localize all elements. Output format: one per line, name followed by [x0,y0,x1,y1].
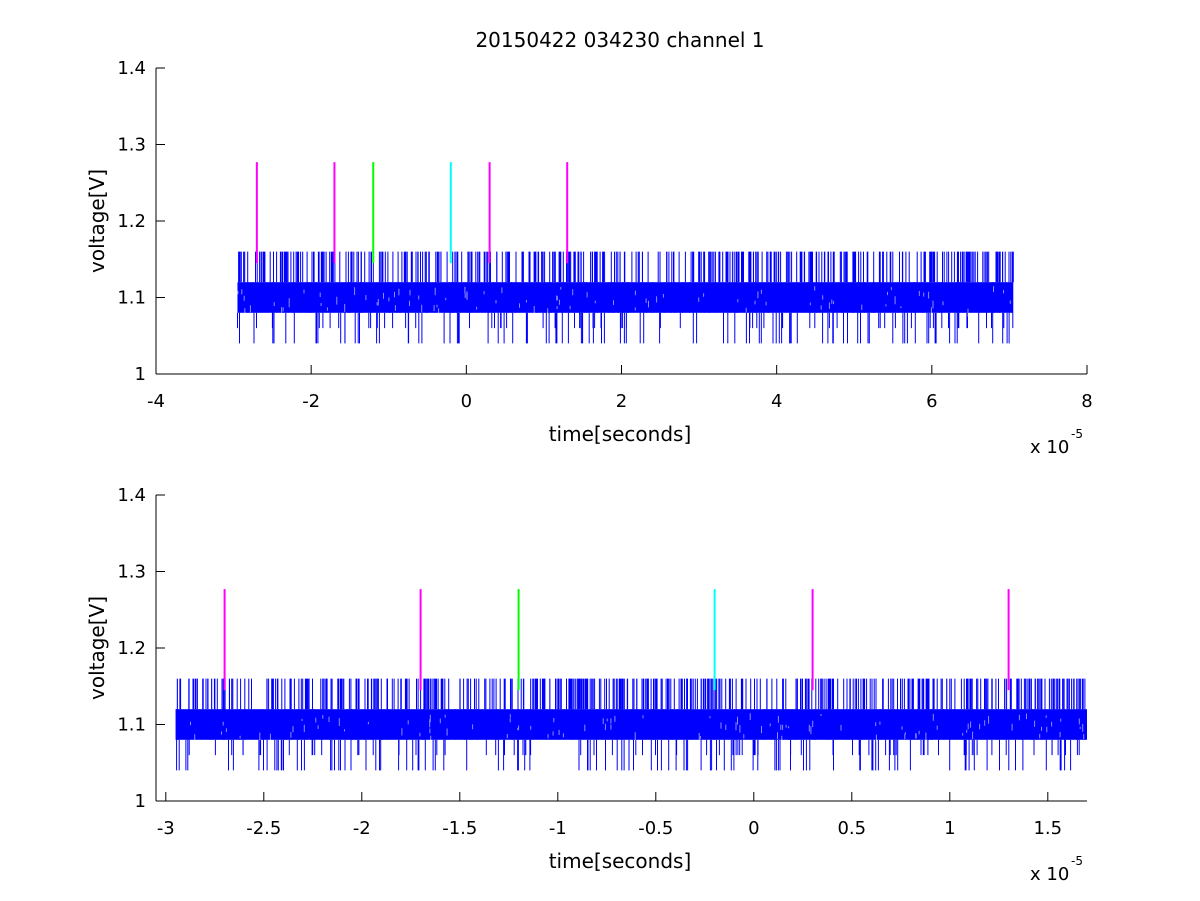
x-tick-label: 4 [771,391,782,412]
figure-title: 20150422 034230 channel 1 [475,28,764,52]
y-tick-label: 1 [135,791,146,812]
y-tick-label: 1.1 [117,288,146,309]
x-multiplier-label: x 10 [1030,437,1069,458]
signal-gaps [190,713,1085,742]
y-axis-label: voltage[V] [85,596,109,700]
y-tick-label: 1.4 [117,485,146,506]
x-tick-label: -2 [302,391,320,412]
signal-band [175,709,1088,740]
y-tick-label: 1.3 [117,135,146,156]
x-tick-label: -2.5 [246,818,281,839]
x-tick-label: 6 [926,391,937,412]
y-tick-label: 1.4 [117,58,146,79]
x-tick-label: 1.5 [1033,818,1062,839]
x-tick-label: 0 [748,818,759,839]
x-tick-label: -2 [353,818,371,839]
y-tick-label: 1.2 [117,211,146,232]
signal-band [237,282,1014,313]
x-tick-label: -3 [157,818,175,839]
signal-gaps [237,286,1011,317]
x-tick-label: 0 [461,391,472,412]
signal-series [175,678,1088,771]
y-tick-label: 1.3 [117,562,146,583]
x-tick-label: -1 [549,818,567,839]
top-plot: 1 1.1 1.2 1.3 1.4 -4 -2 0 2 4 6 8 time[seconds] volta… [85,58,1093,458]
signal-spikes [237,251,1014,344]
y-tick-label: 1.2 [117,638,146,659]
x-multiplier-exponent: -5 [1071,427,1083,441]
y-tick-label: 1 [135,364,146,385]
x-axis-label: time[seconds] [549,849,692,873]
signal-spikes [175,678,1086,771]
x-multiplier-exponent: -5 [1071,854,1083,868]
x-tick-label: 8 [1081,391,1092,412]
x-tick-label: -4 [147,391,165,412]
x-multiplier-label: x 10 [1030,864,1069,885]
y-tick-label: 1.1 [117,715,146,736]
x-tick-label: 0.5 [837,818,866,839]
x-tick-label: 2 [616,391,627,412]
x-tick-label: 1 [944,818,955,839]
x-tick-label: -0.5 [638,818,673,839]
signal-series [237,251,1014,344]
x-axis-label: time[seconds] [549,422,692,446]
x-tick-label: -1.5 [442,818,477,839]
y-axis-label: voltage[V] [85,169,109,273]
bottom-plot: 1 1.1 1.2 1.3 1.4 -3 -2.5 -2 -1.5 -1 -0.5 0 0.5 1 1.5 t… [85,485,1088,885]
